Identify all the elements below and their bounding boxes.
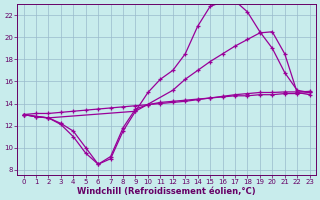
X-axis label: Windchill (Refroidissement éolien,°C): Windchill (Refroidissement éolien,°C): [77, 187, 256, 196]
